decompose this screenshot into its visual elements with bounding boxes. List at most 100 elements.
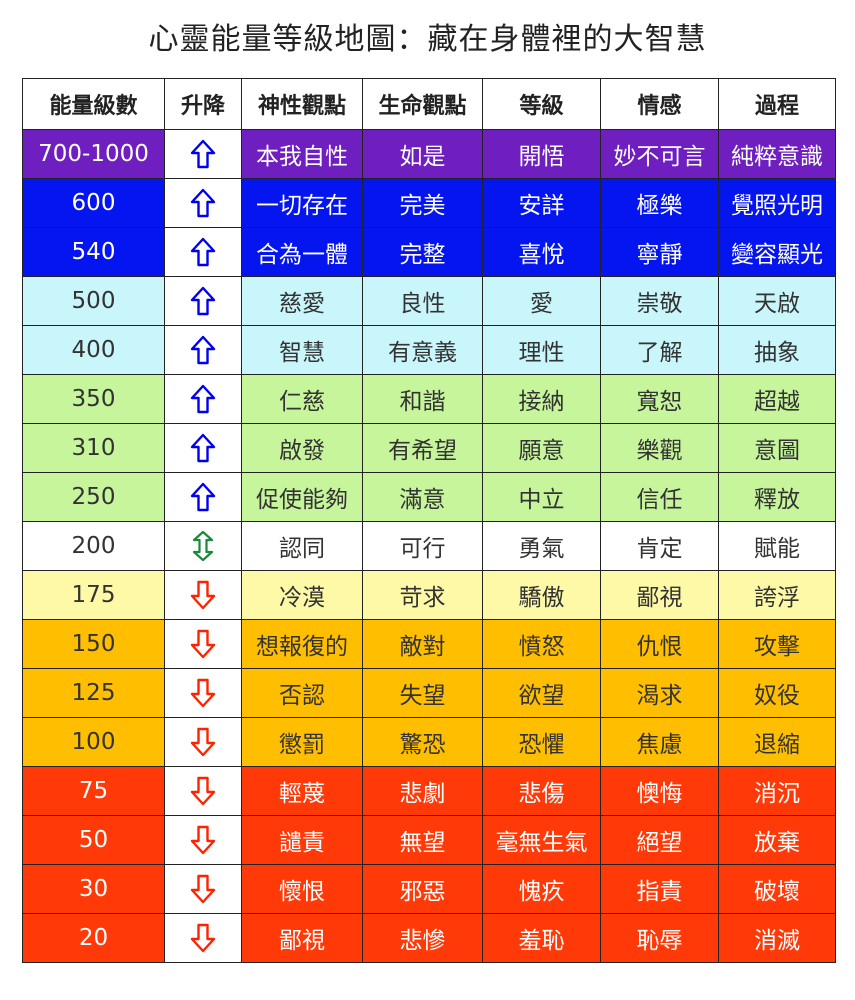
emotion-cell: 焦慮 [600,717,719,767]
divine-view-cell: 否認 [241,668,363,718]
life-view-cell: 悲慘 [362,913,483,963]
divine-view-cell: 慈愛 [241,276,363,326]
table-header-row: 能量級數 升降 神性觀點 生命觀點 等級 情感 過程 [22,78,836,130]
level-cell: 開悟 [482,129,601,179]
emotion-cell: 仇恨 [600,619,719,669]
emotion-cell: 崇敬 [600,276,719,326]
divine-view-cell: 鄙視 [241,913,363,963]
table-row: 20 鄙視 悲慘 羞恥 恥辱 消滅 [22,913,836,963]
table-row: 400 智慧 有意義 理性 了解 抽象 [22,325,836,375]
divine-view-cell: 一切存在 [241,178,363,228]
energy-level-cell: 250 [22,472,165,522]
process-cell: 破壞 [718,864,836,914]
arrow-up-down-icon [190,530,216,562]
table-row: 200 認同 可行 勇氣 肯定 賦能 [22,521,836,571]
divine-view-cell: 懲罰 [241,717,363,767]
arrow-down-icon [190,580,216,610]
divine-view-cell: 合為一體 [241,227,363,277]
arrow-up-icon [190,188,216,218]
energy-level-cell: 700-1000 [22,129,165,179]
process-cell: 誇浮 [718,570,836,620]
level-cell: 接納 [482,374,601,424]
direction-cell [164,619,242,669]
divine-view-cell: 想報復的 [241,619,363,669]
header-emotion: 情感 [600,78,719,130]
life-view-cell: 完美 [362,178,483,228]
level-cell: 驕傲 [482,570,601,620]
direction-cell [164,521,242,571]
table-row: 700-1000 本我自性 如是 開悟 妙不可言 純粹意識 [22,129,836,179]
divine-view-cell: 認同 [241,521,363,571]
process-cell: 消沉 [718,766,836,816]
level-cell: 中立 [482,472,601,522]
life-view-cell: 可行 [362,521,483,571]
process-cell: 奴役 [718,668,836,718]
process-cell: 變容顯光 [718,227,836,277]
energy-level-cell: 350 [22,374,165,424]
direction-cell [164,325,242,375]
level-cell: 喜悅 [482,227,601,277]
level-cell: 悲傷 [482,766,601,816]
energy-level-cell: 500 [22,276,165,326]
direction-cell [164,472,242,522]
level-cell: 毫無生氣 [482,815,601,865]
energy-level-cell: 600 [22,178,165,228]
process-cell: 釋放 [718,472,836,522]
direction-cell [164,766,242,816]
life-view-cell: 和諧 [362,374,483,424]
emotion-cell: 妙不可言 [600,129,719,179]
arrow-up-icon [190,384,216,414]
emotion-cell: 恥辱 [600,913,719,963]
emotion-cell: 寧靜 [600,227,719,277]
direction-cell [164,717,242,767]
emotion-cell: 指責 [600,864,719,914]
life-view-cell: 完整 [362,227,483,277]
life-view-cell: 苛求 [362,570,483,620]
header-energy-level: 能量級數 [22,78,165,130]
direction-cell [164,276,242,326]
process-cell: 意圖 [718,423,836,473]
emotion-cell: 極樂 [600,178,719,228]
process-cell: 退縮 [718,717,836,767]
emotion-cell: 寬恕 [600,374,719,424]
divine-view-cell: 促使能夠 [241,472,363,522]
arrow-down-icon [190,727,216,757]
life-view-cell: 失望 [362,668,483,718]
level-cell: 羞恥 [482,913,601,963]
emotion-cell: 絕望 [600,815,719,865]
arrow-down-icon [190,629,216,659]
arrow-up-icon [190,433,216,463]
table-row: 540 合為一體 完整 喜悅 寧靜 變容顯光 [22,227,836,277]
process-cell: 覺照光明 [718,178,836,228]
energy-level-cell: 175 [22,570,165,620]
arrow-up-icon [190,139,216,169]
energy-level-cell: 100 [22,717,165,767]
level-cell: 愧疚 [482,864,601,914]
table-row: 30 懷恨 邪惡 愧疚 指責 破壞 [22,864,836,914]
process-cell: 放棄 [718,815,836,865]
table-row: 75 輕蔑 悲劇 悲傷 懊悔 消沉 [22,766,836,816]
emotion-cell: 信任 [600,472,719,522]
direction-cell [164,178,242,228]
header-process: 過程 [718,78,836,130]
level-cell: 欲望 [482,668,601,718]
table-row: 250 促使能夠 滿意 中立 信任 釋放 [22,472,836,522]
header-level: 等級 [482,78,601,130]
direction-cell [164,227,242,277]
divine-view-cell: 本我自性 [241,129,363,179]
process-cell: 超越 [718,374,836,424]
table-row: 100 懲罰 驚恐 恐懼 焦慮 退縮 [22,717,836,767]
table-row: 150 想報復的 敵對 憤怒 仇恨 攻擊 [22,619,836,669]
energy-level-cell: 50 [22,815,165,865]
direction-cell [164,570,242,620]
energy-level-cell: 75 [22,766,165,816]
energy-level-cell: 400 [22,325,165,375]
life-view-cell: 敵對 [362,619,483,669]
table-row: 500 慈愛 良性愛崇敬 天啟 [22,276,836,326]
arrow-up-icon [190,335,216,365]
divine-view-cell: 啟發 [241,423,363,473]
life-view-cell: 有意義 [362,325,483,375]
life-view-cell: 滿意 [362,472,483,522]
emotion-cell: 了解 [600,325,719,375]
direction-cell [164,374,242,424]
